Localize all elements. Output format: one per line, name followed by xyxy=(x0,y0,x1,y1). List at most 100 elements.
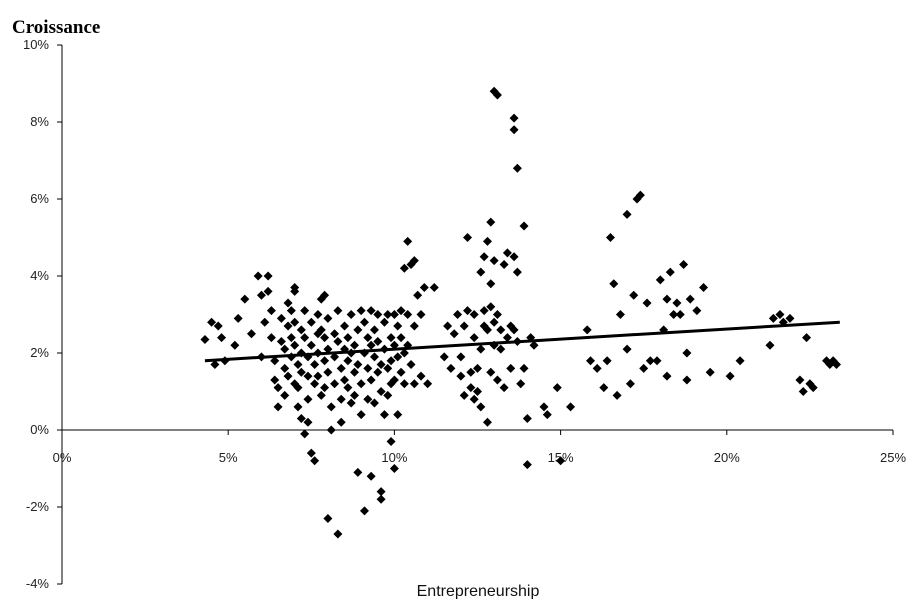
data-point xyxy=(556,456,566,466)
data-point xyxy=(366,340,376,350)
data-point xyxy=(409,256,419,266)
data-point xyxy=(506,363,516,373)
data-point xyxy=(343,356,353,366)
data-point xyxy=(449,329,459,339)
data-point xyxy=(376,360,386,370)
data-point xyxy=(379,410,389,420)
data-point xyxy=(323,344,333,354)
data-point xyxy=(396,333,406,343)
data-point xyxy=(320,383,330,393)
data-point xyxy=(459,321,469,331)
data-point xyxy=(366,375,376,385)
data-point xyxy=(406,360,416,370)
data-point xyxy=(672,298,682,308)
data-point xyxy=(276,336,286,346)
data-point xyxy=(399,348,409,358)
data-point xyxy=(625,379,635,389)
data-point xyxy=(416,310,426,319)
data-point xyxy=(768,313,778,323)
data-point xyxy=(416,371,426,381)
data-point xyxy=(280,390,290,400)
data-point xyxy=(306,448,316,458)
data-point xyxy=(376,487,386,497)
data-point xyxy=(605,233,615,242)
y-tick-label: 8% xyxy=(30,114,49,129)
data-point xyxy=(310,379,320,389)
data-point xyxy=(213,321,223,331)
data-point xyxy=(386,437,396,447)
x-tick-label: 5% xyxy=(219,450,238,465)
data-point xyxy=(366,471,376,481)
data-point xyxy=(476,267,486,277)
data-point xyxy=(393,410,403,420)
data-point xyxy=(323,313,333,323)
data-point xyxy=(516,379,526,389)
data-point xyxy=(512,163,522,173)
data-point xyxy=(509,252,519,262)
data-point xyxy=(353,325,363,335)
data-point xyxy=(675,310,685,319)
data-point xyxy=(336,363,346,373)
data-point xyxy=(270,356,280,366)
data-point xyxy=(682,348,692,358)
data-point xyxy=(463,233,473,242)
y-tick-label: 6% xyxy=(30,191,49,206)
y-tick-label: 0% xyxy=(30,422,49,437)
data-point xyxy=(290,286,300,296)
data-point xyxy=(316,325,326,335)
data-point xyxy=(396,367,406,377)
data-point xyxy=(363,394,373,404)
data-point xyxy=(296,367,306,377)
x-tick-label: 10% xyxy=(381,450,407,465)
data-point xyxy=(383,310,393,319)
data-point xyxy=(330,352,340,362)
data-point xyxy=(266,333,276,343)
data-point xyxy=(399,379,409,389)
y-tick-label: 2% xyxy=(30,345,49,360)
data-point xyxy=(346,310,356,319)
data-point xyxy=(463,306,473,316)
data-point xyxy=(509,113,519,123)
data-point xyxy=(482,325,492,335)
data-point xyxy=(492,310,502,319)
data-point xyxy=(808,383,818,393)
data-point xyxy=(409,379,419,389)
data-point xyxy=(642,298,652,308)
data-point xyxy=(379,317,389,327)
data-point xyxy=(645,356,655,366)
data-point xyxy=(499,383,509,393)
data-point xyxy=(599,383,609,393)
data-point xyxy=(306,340,316,350)
data-point xyxy=(592,363,602,373)
data-point xyxy=(459,390,469,400)
data-point xyxy=(453,310,463,319)
data-point xyxy=(290,317,300,327)
data-point xyxy=(336,417,346,427)
data-point xyxy=(300,429,310,439)
axes: -4%-2%0%2%4%6%8%10%0%5%10%15%20%25% xyxy=(23,37,906,591)
data-point xyxy=(273,383,283,393)
data-point xyxy=(522,460,532,470)
data-point xyxy=(296,325,306,335)
data-point xyxy=(665,267,675,277)
data-point xyxy=(263,271,273,281)
data-point xyxy=(306,317,316,327)
data-point xyxy=(473,363,482,373)
data-point xyxy=(356,410,366,420)
data-point xyxy=(446,363,456,373)
data-point xyxy=(692,306,702,316)
data-point xyxy=(330,329,340,339)
data-point xyxy=(359,506,369,516)
data-point xyxy=(280,363,290,373)
data-point xyxy=(369,398,379,408)
data-point xyxy=(330,379,340,389)
data-point xyxy=(629,290,639,300)
data-point xyxy=(486,279,496,289)
data-point xyxy=(323,367,333,377)
data-point xyxy=(622,344,632,354)
data-point xyxy=(320,356,330,366)
y-tick-label: -2% xyxy=(26,499,50,514)
data-point xyxy=(439,352,449,362)
data-point xyxy=(482,417,492,427)
